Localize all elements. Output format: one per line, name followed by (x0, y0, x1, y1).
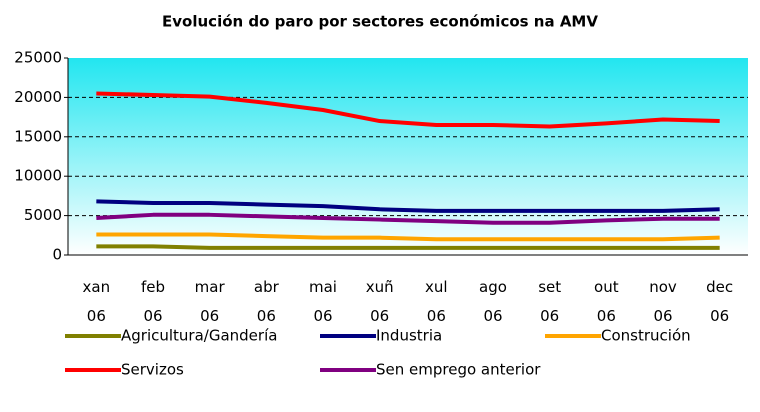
x-tick-label: ago 06 (479, 278, 507, 325)
y-tick-label: 25000 (14, 49, 62, 67)
plot-area (68, 58, 748, 255)
y-tick-label: 20000 (14, 88, 62, 106)
chart-title: Evolución do paro por sectores económico… (162, 13, 598, 31)
line (96, 91, 720, 129)
x-tick-label: mar 06 (194, 278, 225, 325)
line (96, 244, 720, 250)
x-tick-label: mai 06 (309, 278, 337, 325)
x-tick-label: set 06 (538, 278, 562, 325)
line (96, 212, 720, 225)
legend-label: Agricultura/Gandería (121, 327, 277, 345)
x-tick-label: feb 06 (140, 278, 166, 325)
x-tick-label: nov 06 (649, 278, 677, 325)
legend-label: Servizos (121, 361, 184, 379)
legend-label: Industria (376, 327, 442, 345)
y-tick-label: 10000 (14, 167, 62, 185)
x-tick-label: abr 06 (253, 278, 279, 325)
line (96, 199, 720, 213)
line (96, 232, 720, 242)
y-tick-label: 5000 (24, 206, 62, 224)
legend-label: Sen emprego anterior (376, 361, 541, 379)
x-tick-label: xan 06 (82, 278, 111, 325)
x-tick-label: dec 06 (706, 278, 734, 325)
legend-label: Construción (601, 327, 691, 345)
x-tick-label: xuñ 06 (365, 278, 394, 325)
x-tick-label: xul 06 (425, 278, 448, 325)
y-tick-label: 0 (52, 246, 62, 264)
x-tick-label: out 06 (594, 278, 619, 325)
y-tick-label: 15000 (14, 127, 62, 145)
